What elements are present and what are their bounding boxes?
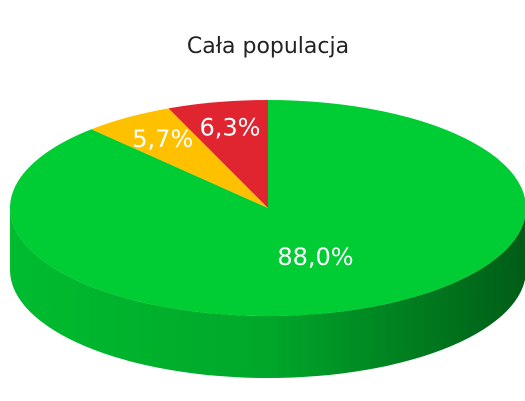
- data-label: 6,3%: [199, 114, 260, 142]
- slice: [10, 100, 525, 316]
- data-label: 88,0%: [277, 243, 353, 271]
- slice: [91, 108, 269, 208]
- data-label: 5,7%: [132, 125, 193, 153]
- slice: [168, 100, 268, 208]
- slice-side-shade: [10, 208, 525, 378]
- chart-title: Cała populacja: [187, 34, 349, 59]
